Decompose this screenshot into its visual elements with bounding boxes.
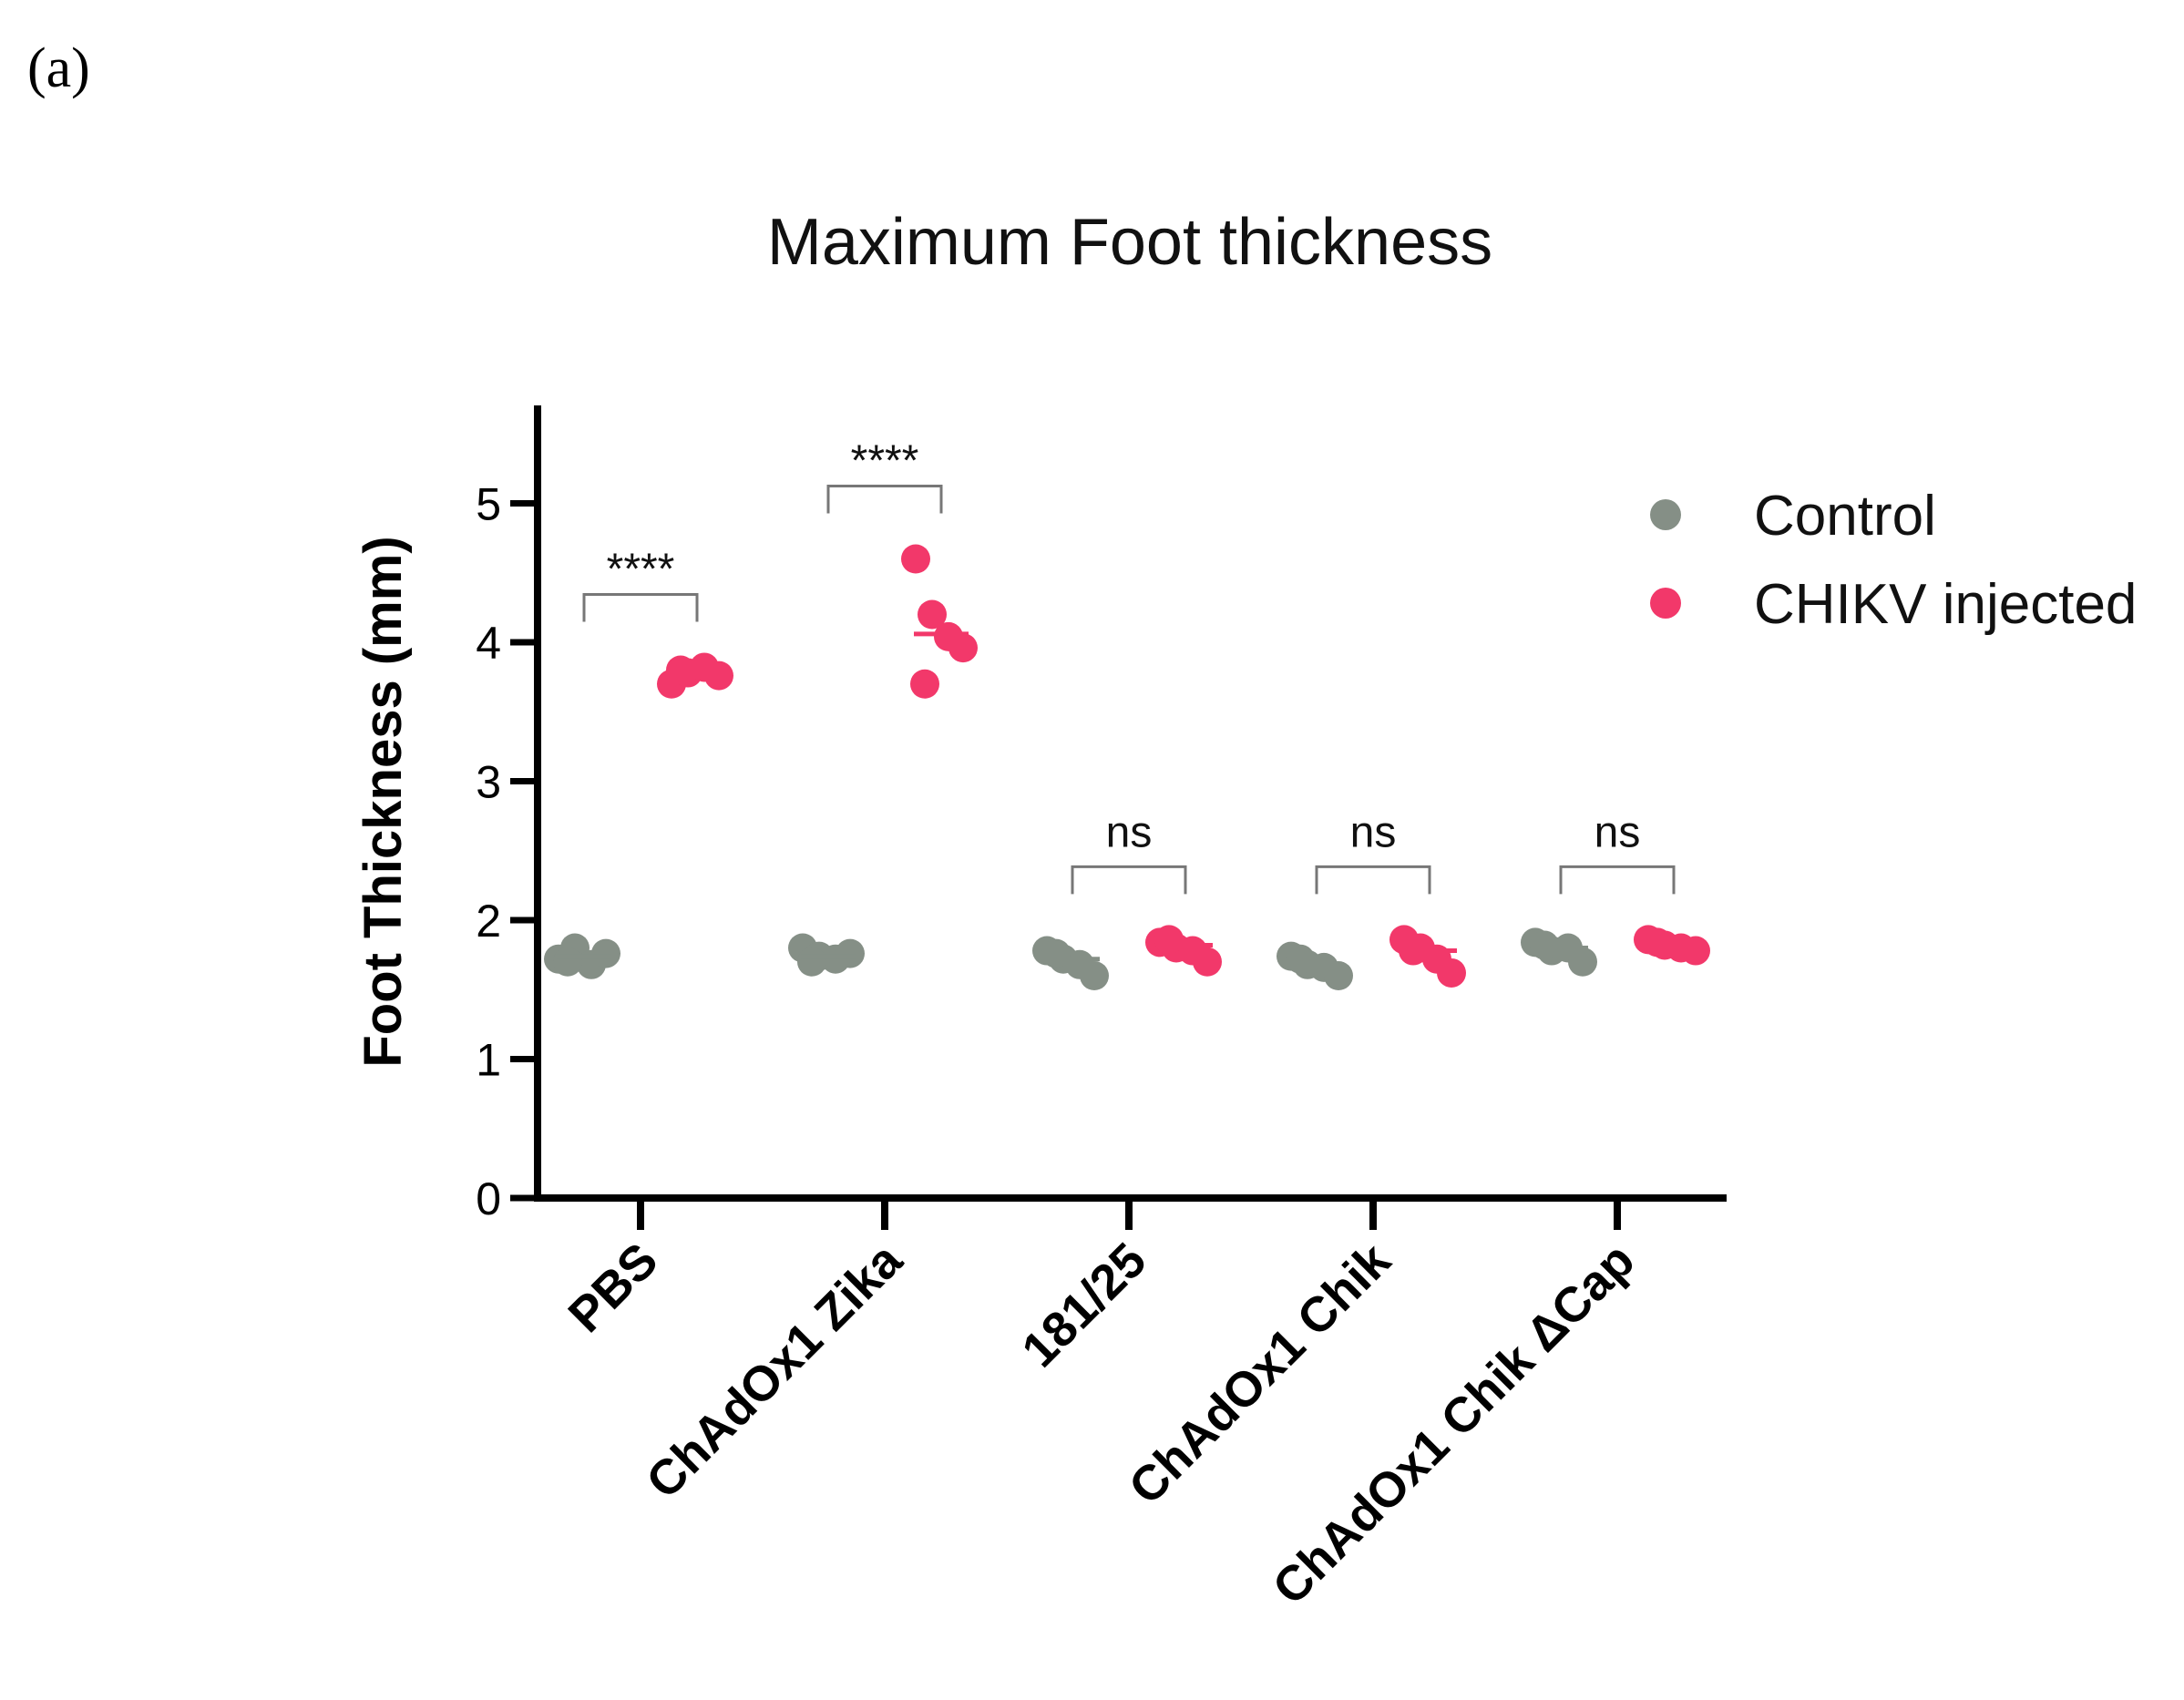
y-tick-label: 2	[476, 896, 501, 947]
significance-label: ns	[1350, 808, 1397, 856]
significance-label: ****	[851, 437, 919, 486]
data-point	[797, 947, 826, 977]
significance-bracket	[582, 592, 699, 622]
data-point	[918, 599, 947, 630]
y-tick-label: 1	[476, 1035, 501, 1086]
x-tick-label: ChAdOx1 Chik	[1119, 1232, 1401, 1514]
legend-marker	[1650, 588, 1681, 619]
significance-bracket	[1559, 865, 1676, 895]
y-tick-label: 3	[476, 757, 501, 808]
data-point	[1193, 947, 1222, 977]
y-axis-label: Foot Thickness (mm)	[354, 536, 413, 1067]
data-point	[704, 661, 733, 691]
data-point	[1154, 925, 1184, 955]
legend-marker	[1650, 499, 1681, 530]
data-point	[1568, 947, 1597, 977]
data-point	[1681, 936, 1710, 966]
significance-bracket	[826, 485, 943, 514]
data-point	[1080, 961, 1109, 990]
significance-label: ns	[1106, 808, 1153, 856]
data-point	[1643, 927, 1672, 958]
panel-label: (a)	[27, 37, 90, 99]
y-tick-label: 0	[476, 1173, 501, 1224]
data-point	[910, 669, 939, 699]
data-point	[901, 544, 930, 574]
data-point	[1041, 938, 1071, 968]
data-point	[1437, 958, 1466, 988]
x-tick-label: ChAdOx1 Zika	[636, 1232, 913, 1509]
x-tick-label: 181/25	[1011, 1233, 1156, 1377]
y-tick-label: 5	[476, 479, 501, 530]
significance-bracket	[1071, 865, 1187, 895]
significance-label: ****	[607, 545, 675, 593]
data-point	[948, 633, 978, 663]
legend-label: CHIKV injected	[1754, 573, 2137, 636]
data-point	[591, 938, 620, 968]
x-tick-label: PBS	[559, 1233, 669, 1343]
significance-bracket	[1315, 865, 1431, 895]
y-tick-label: 4	[476, 618, 501, 669]
data-point	[836, 938, 865, 968]
legend-label: Control	[1754, 485, 1936, 548]
data-point	[1286, 944, 1315, 974]
chart-title: Maximum Foot thickness	[767, 206, 1492, 279]
data-point	[1530, 930, 1559, 960]
data-point	[666, 655, 695, 685]
data-point	[553, 947, 582, 977]
significance-label: ns	[1594, 808, 1641, 856]
data-point	[1324, 961, 1353, 990]
